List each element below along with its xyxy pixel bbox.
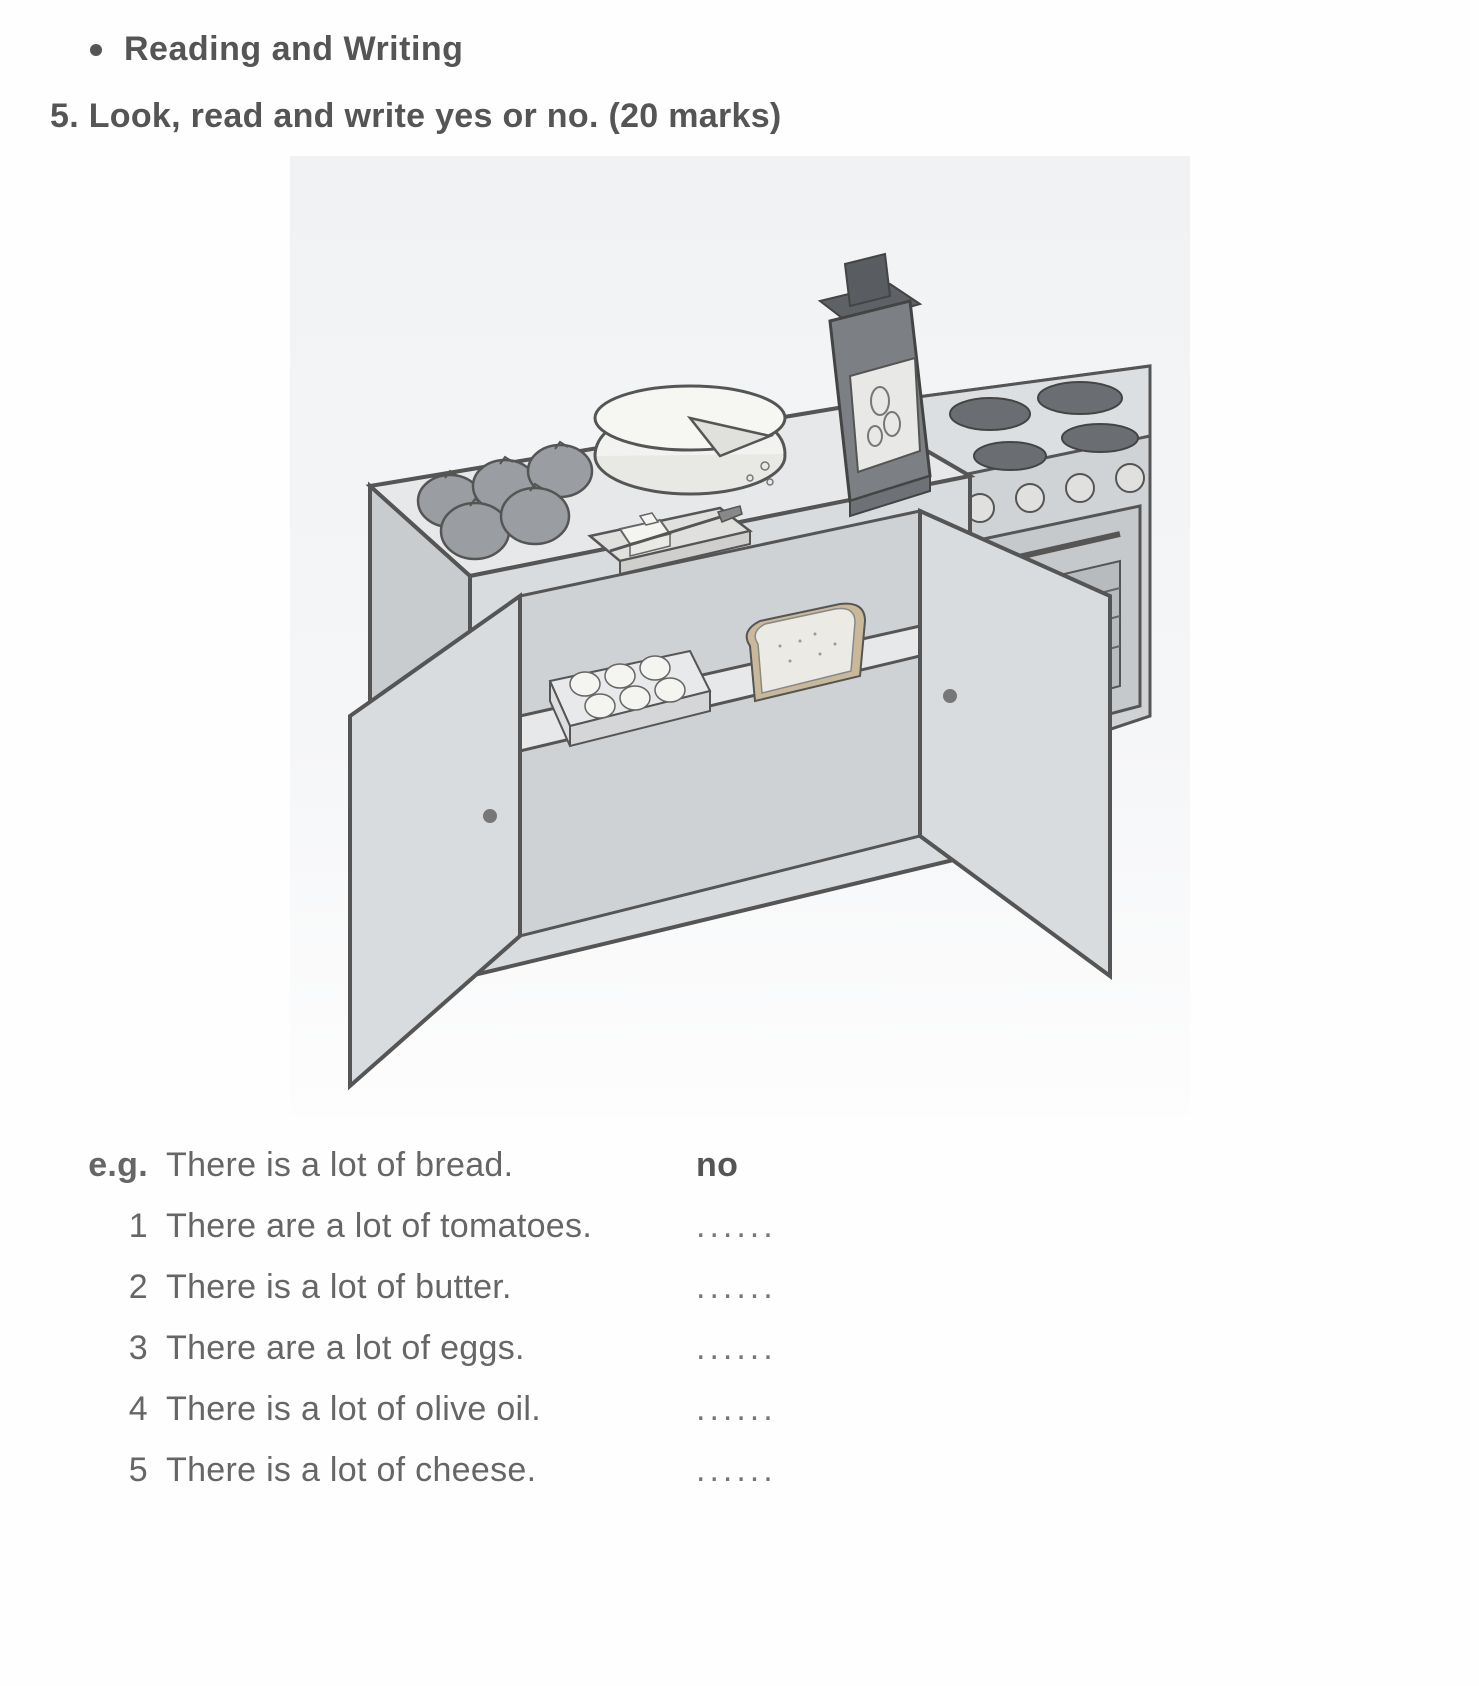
list-item: 3 There are a lot of eggs. ...... bbox=[58, 1329, 1429, 1368]
list-item: 1 There are a lot of tomatoes. ...... bbox=[58, 1207, 1429, 1246]
answer-blank[interactable]: ...... bbox=[696, 1390, 777, 1429]
section-header: Reading and Writing bbox=[90, 30, 1429, 69]
list-item: 4 There is a lot of olive oil. ...... bbox=[58, 1390, 1429, 1429]
answer-blank[interactable]: ...... bbox=[696, 1268, 777, 1307]
question-line: 5. Look, read and write yes or no. (20 m… bbox=[50, 97, 1429, 136]
list-item: 2 There is a lot of butter. ...... bbox=[58, 1268, 1429, 1307]
items-list: e.g. There is a lot of bread. no 1 There… bbox=[58, 1146, 1429, 1490]
item-text: There are a lot of eggs. bbox=[166, 1329, 696, 1368]
example-text: There is a lot of bread. bbox=[166, 1146, 696, 1185]
question-marks: (20 marks) bbox=[608, 97, 781, 135]
item-number: 2 bbox=[58, 1268, 148, 1307]
example-row: e.g. There is a lot of bread. no bbox=[58, 1146, 1429, 1185]
bullet-icon bbox=[90, 44, 102, 56]
example-answer: no bbox=[696, 1146, 738, 1185]
kitchen-svg bbox=[290, 156, 1190, 1116]
section-title: Reading and Writing bbox=[124, 30, 463, 69]
item-text: There are a lot of tomatoes. bbox=[166, 1207, 696, 1246]
question-instruction: Look, read and write yes or no. bbox=[89, 97, 599, 135]
kitchen-illustration bbox=[290, 156, 1190, 1116]
item-number: 3 bbox=[58, 1329, 148, 1368]
answer-blank[interactable]: ...... bbox=[696, 1207, 777, 1246]
list-item: 5 There is a lot of cheese. ...... bbox=[58, 1451, 1429, 1490]
answer-blank[interactable]: ...... bbox=[696, 1329, 777, 1368]
question-number: 5. bbox=[50, 97, 79, 135]
page-root: Reading and Writing 5. Look, read and wr… bbox=[50, 30, 1429, 1490]
item-number: 4 bbox=[58, 1390, 148, 1429]
item-text: There is a lot of cheese. bbox=[166, 1451, 696, 1490]
item-text: There is a lot of butter. bbox=[166, 1268, 696, 1307]
example-label: e.g. bbox=[58, 1146, 148, 1185]
item-text: There is a lot of olive oil. bbox=[166, 1390, 696, 1429]
answer-blank[interactable]: ...... bbox=[696, 1451, 777, 1490]
cheese-icon bbox=[595, 386, 785, 494]
item-number: 5 bbox=[58, 1451, 148, 1490]
item-number: 1 bbox=[58, 1207, 148, 1246]
